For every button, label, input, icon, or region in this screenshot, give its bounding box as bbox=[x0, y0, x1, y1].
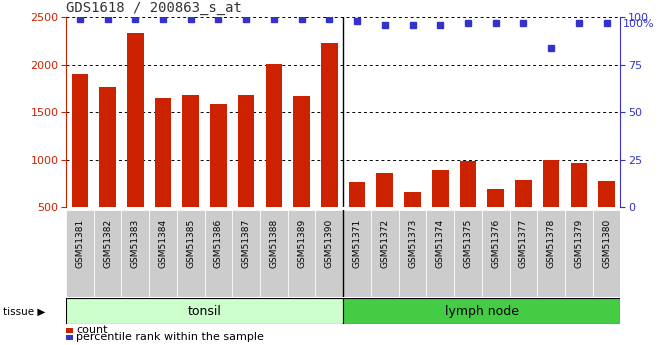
Bar bbox=[293, 96, 310, 255]
Bar bbox=[454, 210, 482, 297]
Bar bbox=[598, 181, 615, 255]
Bar bbox=[343, 210, 371, 297]
Bar bbox=[182, 95, 199, 255]
Text: GSM51384: GSM51384 bbox=[158, 219, 168, 268]
Bar bbox=[66, 210, 94, 297]
Bar bbox=[570, 164, 587, 255]
Text: GSM51378: GSM51378 bbox=[546, 219, 556, 268]
Bar bbox=[404, 192, 421, 255]
Text: GSM51377: GSM51377 bbox=[519, 219, 528, 268]
Bar bbox=[121, 210, 149, 297]
Bar bbox=[154, 98, 172, 255]
Bar bbox=[321, 43, 338, 255]
Text: GDS1618 / 200863_s_at: GDS1618 / 200863_s_at bbox=[66, 1, 242, 15]
Bar bbox=[66, 298, 343, 324]
Bar bbox=[149, 210, 177, 297]
Text: GSM51373: GSM51373 bbox=[408, 219, 417, 268]
Bar bbox=[66, 335, 73, 340]
Text: GSM51379: GSM51379 bbox=[574, 219, 583, 268]
Bar bbox=[232, 210, 260, 297]
Text: GSM51374: GSM51374 bbox=[436, 219, 445, 268]
Text: lymph node: lymph node bbox=[445, 305, 519, 318]
Text: GSM51386: GSM51386 bbox=[214, 219, 223, 268]
Bar bbox=[376, 173, 393, 255]
Bar bbox=[510, 210, 537, 297]
Bar bbox=[260, 210, 288, 297]
Text: percentile rank within the sample: percentile rank within the sample bbox=[76, 332, 264, 342]
Text: count: count bbox=[76, 325, 108, 335]
Bar bbox=[399, 210, 426, 297]
Bar bbox=[99, 87, 116, 255]
Text: GSM51371: GSM51371 bbox=[352, 219, 362, 268]
Bar bbox=[487, 189, 504, 255]
Bar bbox=[177, 210, 205, 297]
Text: GSM51375: GSM51375 bbox=[463, 219, 473, 268]
Bar bbox=[127, 33, 144, 255]
Bar bbox=[71, 74, 88, 255]
Bar bbox=[343, 298, 620, 324]
Bar bbox=[537, 210, 565, 297]
Bar bbox=[543, 159, 560, 255]
Text: GSM51372: GSM51372 bbox=[380, 219, 389, 268]
Bar bbox=[371, 210, 399, 297]
Bar bbox=[459, 160, 477, 255]
Text: GSM51387: GSM51387 bbox=[242, 219, 251, 268]
Text: tissue ▶: tissue ▶ bbox=[3, 306, 46, 316]
Text: GSM51381: GSM51381 bbox=[75, 219, 84, 268]
Bar bbox=[66, 328, 73, 333]
Bar bbox=[94, 210, 121, 297]
Bar bbox=[315, 210, 343, 297]
Bar bbox=[565, 210, 593, 297]
Bar bbox=[348, 182, 366, 255]
Bar bbox=[432, 169, 449, 255]
Text: GSM51385: GSM51385 bbox=[186, 219, 195, 268]
Text: GSM51388: GSM51388 bbox=[269, 219, 279, 268]
Bar bbox=[593, 210, 620, 297]
Text: GSM51383: GSM51383 bbox=[131, 219, 140, 268]
Bar bbox=[426, 210, 454, 297]
Bar bbox=[482, 210, 510, 297]
Text: tonsil: tonsil bbox=[187, 305, 222, 318]
Text: GSM51376: GSM51376 bbox=[491, 219, 500, 268]
Text: GSM51380: GSM51380 bbox=[602, 219, 611, 268]
Text: GSM51390: GSM51390 bbox=[325, 219, 334, 268]
Text: GSM51382: GSM51382 bbox=[103, 219, 112, 268]
Bar bbox=[265, 64, 282, 255]
Text: GSM51389: GSM51389 bbox=[297, 219, 306, 268]
Bar bbox=[205, 210, 232, 297]
Bar bbox=[288, 210, 315, 297]
Text: 100%: 100% bbox=[623, 19, 655, 29]
Bar bbox=[210, 104, 227, 255]
Bar bbox=[238, 95, 255, 255]
Bar bbox=[515, 180, 532, 255]
